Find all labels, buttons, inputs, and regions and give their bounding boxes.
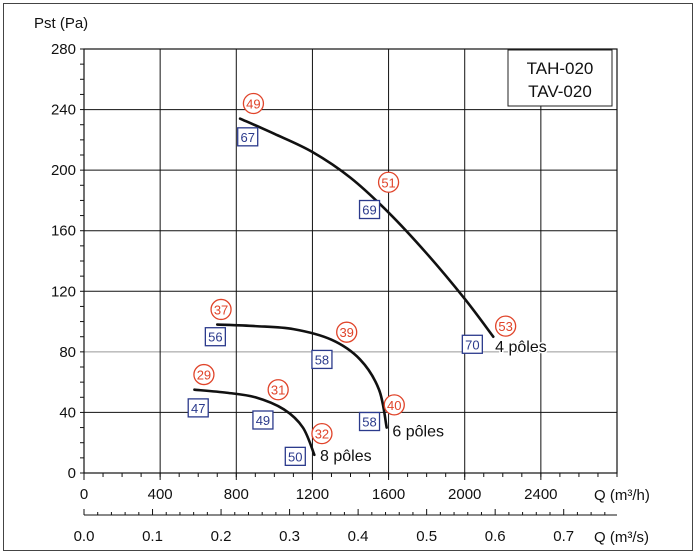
curves: 4 pôles 6 pôles 8 pôles — [193, 117, 548, 466]
y-tick-label: 280 — [51, 41, 76, 58]
x-tick-label: 400 — [148, 486, 173, 503]
x-axis-label-secondary: Q (m³/s) — [594, 529, 649, 546]
sound-level-circle-value: 31 — [271, 383, 285, 398]
sound-power-box-value: 47 — [191, 401, 205, 416]
sound-power-box — [311, 349, 333, 370]
x-tick-label: 0 — [80, 486, 88, 503]
x2-tick-label: 0.1 — [142, 528, 163, 545]
sound-level-circle-value: 40 — [387, 398, 401, 413]
grid — [84, 48, 617, 473]
sound-level-circle-value: 53 — [498, 319, 512, 334]
x2-tick-label: 0.2 — [211, 528, 232, 545]
axes: 0 40 80 120 160 200 240 280 0 400 800 1200 1600 2000 2… — [51, 41, 618, 545]
sound-power-box — [204, 327, 226, 347]
sound-power-box-value: 56 — [208, 330, 222, 345]
x2-tick-label: 0.6 — [485, 528, 506, 545]
y-tick-label: 200 — [51, 162, 76, 179]
x-tick-label: 800 — [224, 486, 249, 503]
y-tick-label: 120 — [51, 283, 76, 300]
curve-label: 6 pôles — [392, 424, 444, 441]
curve-label: 8 pôles — [320, 448, 372, 465]
sound-power-box-value: 67 — [240, 130, 254, 145]
x2-tick-label: 0.5 — [416, 528, 437, 545]
curve-6-pôles — [215, 323, 388, 429]
legend-line-2: TAV-020 — [528, 82, 592, 101]
sound-power-box — [237, 127, 259, 147]
x2-tick-label: 0.0 — [74, 528, 95, 545]
legend-box: TAH-020 TAV-020 — [507, 49, 613, 107]
sound-level-circle — [311, 422, 333, 445]
x-tick-label: 1600 — [372, 486, 405, 503]
sound-level-circle — [267, 379, 289, 401]
sound-power-box — [358, 411, 381, 432]
y-tick-label: 0 — [68, 465, 76, 482]
sound-level-circle-value: 37 — [214, 302, 228, 317]
sound-level-circle — [193, 363, 215, 386]
markers: 49 51 53 37 39 40 29 31 32 67 69 70 56 58 58 47 49 50 — [187, 92, 517, 466]
sound-level-circle — [242, 92, 265, 115]
x-tick-label: 1200 — [296, 486, 329, 503]
sound-power-box — [358, 199, 381, 220]
y-tick-label: 160 — [51, 223, 76, 240]
sound-level-circle-value: 39 — [339, 325, 353, 340]
sound-power-box-value: 69 — [362, 203, 376, 218]
sound-power-box-value: 58 — [362, 415, 376, 430]
curve-label: 4 pôles — [495, 339, 547, 356]
x-tick-label: 2400 — [524, 486, 557, 503]
x2-tick-label: 0.3 — [279, 528, 300, 545]
sound-level-circle-value: 32 — [315, 427, 329, 442]
y-tick-label: 80 — [59, 344, 76, 361]
x2-tick-label: 0.7 — [553, 528, 574, 545]
x-axis-label-main: Q (m³/h) — [594, 487, 650, 504]
sound-power-box-value: 49 — [256, 413, 270, 428]
plot-border — [83, 48, 618, 474]
sound-power-box-value: 58 — [315, 352, 329, 367]
sound-power-box — [284, 446, 306, 466]
sound-level-circle — [336, 321, 358, 343]
sound-level-circle — [377, 171, 400, 193]
sound-level-circle — [210, 298, 232, 321]
y-axis-label: Pst (Pa) — [34, 15, 88, 32]
sound-power-box — [252, 410, 274, 430]
sound-power-box-value: 50 — [288, 449, 302, 464]
x2-tick-label: 0.4 — [348, 528, 369, 545]
sound-power-box — [461, 334, 483, 354]
curve-8-pôles — [193, 388, 316, 457]
sound-level-circle-value: 51 — [381, 175, 395, 190]
sound-power-box-value: 70 — [465, 337, 479, 352]
x-tick-label: 2000 — [448, 486, 481, 503]
y-tick-label: 40 — [59, 404, 76, 421]
y-tick-label: 240 — [51, 102, 76, 119]
legend-line-1: TAH-020 — [527, 59, 594, 78]
curve-4-pôles — [238, 117, 495, 339]
sound-level-circle-value: 49 — [246, 97, 260, 112]
sound-level-circle — [383, 394, 405, 416]
sound-level-circle-value: 29 — [197, 368, 211, 383]
sound-power-box — [187, 398, 209, 418]
sound-level-circle — [494, 315, 517, 337]
